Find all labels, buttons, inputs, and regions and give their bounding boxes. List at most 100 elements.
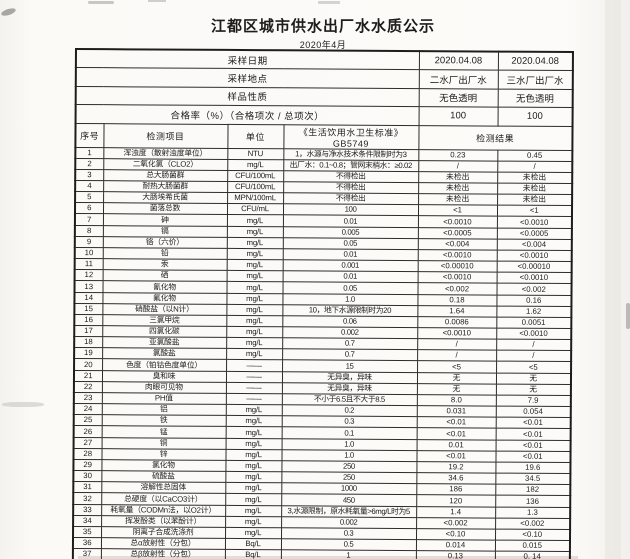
cell-standard: 10，地下水源限制时为20 — [282, 304, 418, 317]
cell-item: 硫酸盐 — [101, 470, 226, 483]
cell-result-plant2: 未检出 — [418, 182, 498, 195]
col-header-index: 序号 — [75, 123, 104, 148]
cell-index: 35 — [73, 526, 102, 538]
cell-item: 总α放射性（分包） — [100, 537, 226, 550]
cell-standard: 不小于6.5且不大于8.5 — [281, 393, 417, 406]
cell-standard: 0.1 — [281, 427, 417, 440]
cell-standard: 100 — [282, 204, 419, 217]
cell-unit: mg/L — [226, 304, 283, 316]
cell-index: 31 — [73, 481, 102, 494]
info-value-plant3: 三水厂出厂水 — [497, 70, 573, 90]
cell-standard: 1.0 — [281, 449, 417, 462]
cell-index: 19 — [74, 347, 103, 360]
col-header-standard: 《生活饮用水卫生标准》 GB5749 — [283, 124, 419, 150]
page-title: 江都区城市供水出厂水水质公示 — [210, 18, 435, 35]
cell-standard: 0.2 — [281, 404, 417, 417]
info-value-plant3: 无色透明 — [497, 88, 573, 108]
col-header-unit: 单位 — [227, 123, 284, 149]
cell-item: 三氯甲烷 — [102, 314, 227, 327]
cell-unit: mg/L — [226, 281, 283, 294]
cell-item: 总β放射性（分包） — [100, 548, 225, 559]
cell-index: 18 — [74, 336, 103, 348]
cell-unit: mg/L — [225, 471, 282, 483]
cell-result-plant2: <0.0005 — [417, 227, 497, 239]
cell-result-plant3: / — [496, 350, 572, 363]
cell-result-plant3: 0. 14 — [494, 551, 570, 559]
cell-unit: mg/L — [225, 437, 282, 450]
cell-result-plant3: 无 — [495, 372, 572, 385]
cell-index: 22 — [73, 381, 102, 393]
cell-result-plant2: <0.00010 — [417, 260, 497, 273]
cell-standard: 不得检出 — [283, 170, 419, 183]
cell-unit: mg/L — [225, 449, 282, 461]
cell-index: 25 — [73, 414, 102, 427]
cell-index: 9 — [74, 236, 103, 248]
cell-result-plant2: 120 — [416, 494, 496, 507]
cell-index: 28 — [73, 448, 102, 460]
cell-standard: 15 — [282, 360, 418, 373]
cell-index: 14 — [74, 292, 103, 304]
cell-standard: 0.06 — [282, 315, 418, 328]
results-body: 1 浑浊度（散射浊度单位） NTU 1，水源与净水技术条件限制时为3 0.23 0.45 2… — [72, 147, 573, 559]
cell-result-plant2: 无 — [416, 383, 496, 396]
cell-item: 二氧化氯（CLO2） — [103, 158, 228, 171]
cell-result-plant2: <0.01 — [416, 416, 496, 429]
cell-index: 5 — [75, 191, 104, 203]
cell-result-plant3: 182 — [495, 484, 571, 496]
cell-standard: 无异臭，异味 — [281, 382, 417, 395]
cell-unit: mg/L — [225, 493, 282, 506]
cell-standard: 0.05 — [282, 237, 418, 250]
cell-standard: 3,水源限制，原水耗氧量>6mg/L时为5 — [281, 505, 417, 518]
scan-artifact-smudge — [2, 402, 44, 407]
cell-result-plant3: <0.0010 — [496, 216, 572, 229]
cell-item: 铬（六价） — [102, 236, 227, 249]
cell-index: 1 — [75, 147, 104, 159]
cell-result-plant2: 无 — [416, 372, 497, 384]
cell-standard: 0.002 — [282, 326, 418, 339]
cell-unit: mg/L — [225, 426, 282, 439]
cell-item: 锌 — [101, 448, 226, 461]
cell-unit: Bq/L — [224, 538, 282, 550]
cell-result-plant3: <0.004 — [496, 238, 572, 251]
cell-standard: 不得检出 — [283, 192, 419, 205]
cell-item: 砷 — [102, 214, 227, 227]
cell-index: 20 — [74, 358, 103, 371]
cell-unit: mg/L — [225, 415, 282, 428]
cell-result-plant3: <0.0005 — [496, 227, 572, 240]
cell-index: 15 — [74, 303, 103, 315]
cell-unit: mg/L — [226, 259, 283, 271]
cell-unit: MPN/100mL — [227, 192, 284, 205]
cell-standard: 0.05 — [282, 282, 418, 295]
cell-index: 32 — [73, 492, 102, 505]
info-value-plant2: 二水厂出厂水 — [418, 69, 498, 89]
cell-unit: mg/L — [225, 504, 282, 517]
cell-standard: 0.7 — [282, 349, 418, 362]
cell-index: 34 — [73, 515, 102, 527]
cell-item: 阴离子合成洗涤剂 — [101, 526, 226, 539]
cell-index: 4 — [75, 180, 104, 192]
cell-result-plant3: <0.002 — [496, 283, 572, 296]
cell-standard: 1.0 — [282, 293, 418, 306]
cell-result-plant3: / — [496, 339, 572, 351]
cell-standard: 无异臭，异味 — [281, 371, 418, 384]
cell-result-plant3: 未检出 — [497, 194, 573, 206]
cell-unit: mg/L — [226, 237, 283, 249]
cell-result-plant3: <0.01 — [495, 439, 571, 452]
cell-unit: —— — [225, 371, 283, 383]
cell-result-plant2: <5 — [417, 361, 497, 373]
info-value-plant2: 2020.04.08 — [418, 51, 499, 71]
cell-result-plant3: <1 — [496, 205, 573, 217]
cell-unit: mg/L — [226, 270, 283, 283]
cell-result-plant3: 0.0051 — [496, 316, 572, 329]
cell-index: 8 — [74, 225, 103, 237]
cell-item: PH值 — [101, 392, 226, 405]
cell-index: 7 — [74, 213, 103, 226]
cell-result-plant2: 186 — [416, 483, 496, 496]
cell-index: 10 — [74, 247, 103, 259]
cell-unit: mg/L — [226, 348, 283, 361]
cell-standard: 0.001 — [282, 259, 418, 272]
cell-item: 汞 — [102, 258, 227, 271]
cell-result-plant2: <0.0010 — [417, 216, 497, 228]
cell-item: 耐热大肠菌群 — [103, 180, 228, 193]
cell-item: 铅 — [102, 247, 227, 260]
